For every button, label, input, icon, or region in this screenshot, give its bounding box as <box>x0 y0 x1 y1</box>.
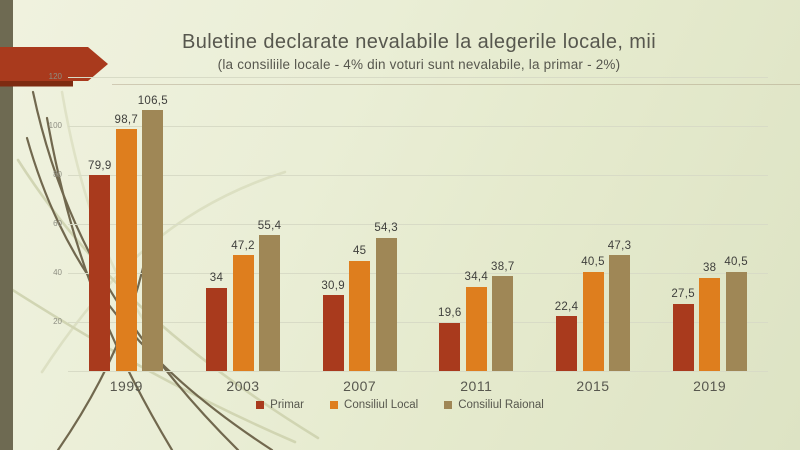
category-label: 2019 <box>693 378 727 394</box>
y-gridline <box>68 77 768 78</box>
title-separator <box>112 84 800 85</box>
y-gridline <box>68 224 768 225</box>
bar-consiliul-raional <box>375 237 397 371</box>
bar-value-label: 55,4 <box>257 219 282 232</box>
legend-label: Consiliul Local <box>344 399 419 411</box>
bar-primar <box>322 295 344 371</box>
y-axis-tick: 120 <box>48 72 62 81</box>
bar-value-label: 98,7 <box>114 113 139 126</box>
bar-primar <box>556 316 577 371</box>
bar-value-label: 106,5 <box>137 94 168 107</box>
bar-value-label: 47,3 <box>607 239 632 252</box>
category-label: 2015 <box>576 378 610 394</box>
chart-legend: Primar Consiliul Local Consiliul Raional <box>0 399 800 411</box>
bar-value-label: 27,5 <box>671 288 695 301</box>
bar-value-label: 40,5 <box>724 256 748 269</box>
bar-value-label: 40,5 <box>581 256 605 269</box>
bar-value-label: 45 <box>352 245 367 258</box>
slide-header: Buletine declarate nevalabile la alegeri… <box>44 31 794 72</box>
y-axis-tick: 60 <box>53 219 62 228</box>
bar-primar <box>439 322 461 371</box>
bar-consiliul-local <box>582 271 604 371</box>
category-label: 2003 <box>226 378 260 394</box>
y-axis-tick: 80 <box>53 170 62 179</box>
bar-value-label: 30,9 <box>321 279 345 292</box>
legend-item-primar: Primar <box>256 399 304 411</box>
bar-value-label: 47,2 <box>231 239 255 252</box>
legend-label: Consiliul Raional <box>458 399 544 411</box>
arrow-shape <box>0 47 108 81</box>
slide-subtitle: (la consiliile locale - 4% din voturi su… <box>217 57 621 72</box>
bar-consiliul-raional <box>725 271 747 371</box>
legend-swatch <box>256 401 265 409</box>
bar-value-label: 38,7 <box>491 260 515 273</box>
bar-primar <box>89 175 111 371</box>
bar-consiliul-local <box>465 286 487 371</box>
category-label: 2007 <box>343 378 377 394</box>
legend-item-consiliul-raional: Consiliul Raional <box>444 399 544 411</box>
bar-consiliul-local <box>115 129 137 371</box>
bar-value-label: 19,6 <box>438 307 462 320</box>
legend-label: Primar <box>270 399 305 411</box>
bar-value-label: 22,4 <box>554 300 579 313</box>
category-label: 2011 <box>460 378 493 394</box>
arrow-shadow-fold <box>0 81 73 87</box>
legend-swatch <box>330 401 339 409</box>
bar-consiliul-local <box>232 255 254 371</box>
legend-item-consiliul-local: Consiliul Local <box>330 399 418 411</box>
left-olive-stripe <box>0 0 13 450</box>
bar-value-label: 38 <box>702 262 717 275</box>
y-gridline <box>68 126 768 127</box>
bar-consiliul-local <box>349 260 371 371</box>
slide-title: Buletine declarate nevalabile la alegeri… <box>181 31 657 53</box>
bar-primar <box>206 287 227 371</box>
bar-consiliul-raional <box>609 255 630 371</box>
y-gridline <box>68 322 768 323</box>
y-axis-tick: 100 <box>48 121 62 130</box>
bar-value-label: 34,4 <box>464 271 489 284</box>
bar-consiliul-raional <box>259 235 280 371</box>
bar-value-label: 79,9 <box>88 159 112 172</box>
bar-value-label: 34 <box>209 272 224 285</box>
y-gridline <box>68 371 768 372</box>
bar-value-label: 54,3 <box>374 222 398 235</box>
y-axis-tick: 20 <box>53 317 62 326</box>
bar-consiliul-raional <box>142 110 164 371</box>
y-gridline <box>68 273 768 274</box>
y-axis-tick: 40 <box>53 268 62 277</box>
bar-consiliul-local <box>699 277 721 371</box>
category-label: 1999 <box>109 378 143 394</box>
y-gridline <box>68 175 768 176</box>
bar-primar <box>672 303 694 371</box>
legend-swatch <box>444 401 453 409</box>
red-arrow-banner <box>0 47 108 87</box>
bar-consiliul-raional <box>492 276 514 371</box>
